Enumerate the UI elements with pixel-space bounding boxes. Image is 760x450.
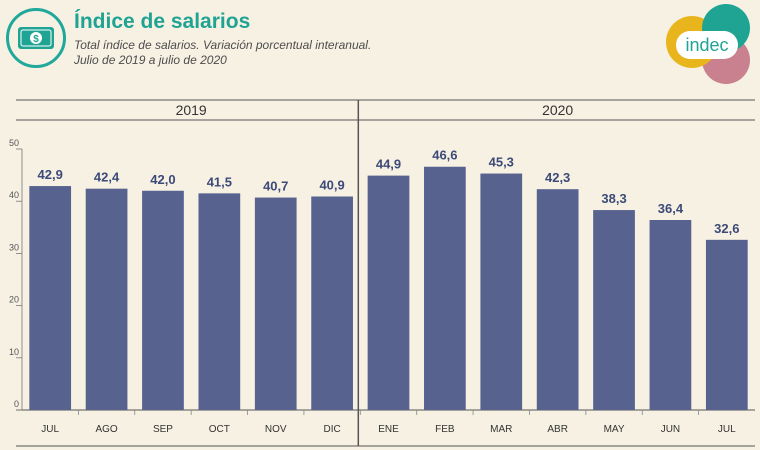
category-label: MAR [490, 424, 512, 435]
category-label: DIC [323, 424, 340, 435]
value-label: 42,4 [94, 170, 120, 185]
value-label: 41,5 [207, 174, 232, 189]
category-label: ENE [378, 424, 399, 435]
bar-mar-8 [480, 173, 523, 410]
bar-nov-4 [254, 197, 297, 410]
bar-ago-1 [85, 188, 128, 410]
chart-period: Julio de 2019 a julio de 2020 [74, 53, 227, 67]
x-axis-labels: JUL AGO SEP OCT NOV DIC ENE FEB MAR ABR MAY JUN JUL [41, 424, 736, 435]
chart-frame: 2019 2020 [16, 99, 755, 447]
y-tick-label-50: 50 [9, 138, 19, 148]
bar-ene-6 [367, 175, 410, 410]
value-label: 40,7 [263, 179, 288, 194]
page-title: Índice de salarios [74, 10, 251, 33]
indec-logo-circles: indec [666, 4, 750, 84]
bar-may-10 [593, 210, 635, 410]
year-label-2019: 2019 [176, 102, 207, 118]
category-label: JUN [661, 424, 680, 435]
bar-jun-11 [649, 219, 692, 410]
value-label: 42,0 [150, 172, 175, 187]
value-label: 46,6 [432, 148, 457, 163]
indec-logo: indec [660, 2, 758, 92]
bar-sep-2 [142, 190, 184, 410]
value-label: 32,6 [714, 221, 739, 236]
money-badge: $ [6, 8, 66, 68]
chart-subtitle: Total índice de salarios. Variación porc… [74, 38, 372, 52]
category-label: NOV [265, 424, 287, 435]
category-label: FEB [435, 424, 455, 435]
category-label: SEP [153, 424, 173, 435]
bar-dic-5 [311, 196, 353, 410]
value-label: 42,3 [545, 170, 570, 185]
money-bill-icon: $ [18, 27, 54, 49]
value-label: 36,4 [658, 201, 684, 216]
logo-text: indec [685, 35, 728, 55]
y-tick-label-0: 0 [14, 399, 19, 409]
value-label: 45,3 [489, 155, 514, 170]
bar-abr-9 [536, 189, 579, 410]
bars [29, 166, 748, 410]
y-tick-label-40: 40 [9, 190, 19, 200]
bar-jul-12 [705, 239, 748, 410]
category-label: MAY [604, 424, 625, 435]
category-label: ABR [547, 424, 568, 435]
value-label: 42,9 [38, 167, 63, 182]
value-labels: 42,9 42,4 42,0 41,5 40,7 40,9 44,9 46,6 45,3 42,3… [38, 148, 740, 236]
bar-feb-7 [424, 166, 466, 410]
dollar-symbol: $ [33, 34, 39, 45]
y-tick-label-20: 20 [9, 295, 19, 305]
year-label-2020: 2020 [542, 102, 573, 118]
bar-oct-3 [198, 193, 241, 410]
category-label: JUL [41, 424, 59, 435]
value-label: 40,9 [319, 178, 344, 193]
value-label: 44,9 [376, 157, 401, 172]
value-label: 38,3 [601, 191, 626, 206]
category-label: AGO [95, 424, 117, 435]
category-label: OCT [209, 424, 230, 435]
y-tick-label-30: 30 [9, 242, 19, 252]
category-label: JUL [718, 424, 736, 435]
y-tick-label-10: 10 [9, 347, 19, 357]
bar-jul-0 [29, 186, 72, 410]
y-axis: 0 10 20 30 40 50 [9, 138, 23, 411]
